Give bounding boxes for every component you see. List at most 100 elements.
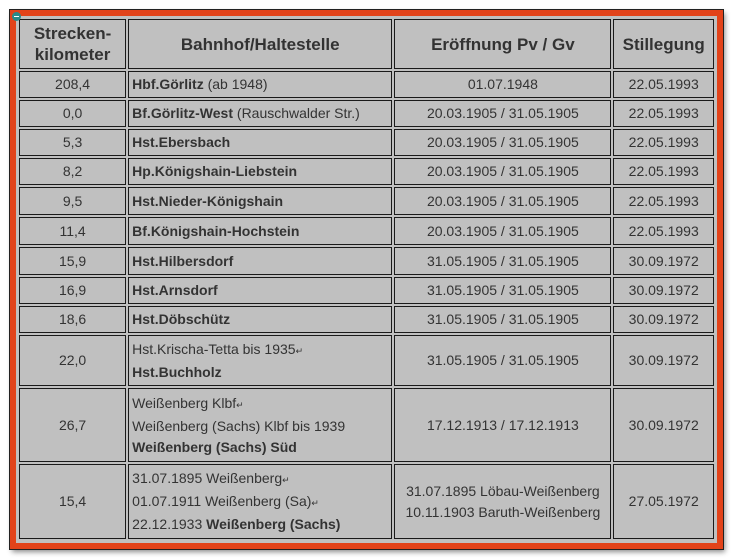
table-row: 9,5 Hst.Nieder-Königshain 20.03.1905 / 31.… [19,187,714,215]
opening-date: 01.07.1948 [467,76,538,92]
station-name: Bf.Görlitz-West [132,105,234,121]
station-name: Hst.Nieder-Königshain [132,192,284,209]
table-row: 208,4 Hbf.Görlitz (ab 1948) 01.07.1948 22.0… [19,71,714,98]
station-cell: Hp.Königshain-Liebstein [128,158,393,185]
table-row: 11,4 Bf.Königshain-Hochstein 20.03.1905 / … [19,217,714,245]
table-move-handle[interactable] [12,12,21,21]
header-text: Eröffnung Pv / Gv [431,34,575,54]
paragraph-mark-icon: ↵ [236,399,244,410]
station-cell: Hst.Arnsdorf [128,277,393,304]
station-cell: 31.07.1895 Weißenberg↵ 01.07.1911 Weißenb… [128,464,393,539]
opening-date: 17.12.1913 / 17.12.1913 [426,416,579,433]
km-cell: 11,4 [19,217,127,245]
station-name: Hbf.Görlitz [132,76,204,92]
header-station: Bahnhof/Haltestelle [128,19,393,69]
km-cell: 9,5 [19,187,127,215]
km-cell: 15,4 [19,464,127,539]
km-cell: 8,2 [19,158,127,185]
table-row: 22,0 Hst.Krischa-Tetta bis 1935↵ Hst.Buchh… [19,335,714,386]
station-cell: Hst.Ebersbach [128,129,393,156]
closing-cell: 22.05.1993 [613,217,714,245]
station-cell: Hst.Hilbersdorf [128,247,393,275]
station-name: Hst.Hilbersdorf [132,252,234,269]
opening-cell: 20.03.1905 / 31.05.1905 [394,100,612,127]
station-name: Weißenberg (Sachs) Süd [132,438,297,455]
station-name: Hp.Königshain-Liebstein [132,163,298,179]
closing-cell: 27.05.1972 [613,464,714,539]
opening-cell: 20.03.1905 / 31.05.1905 [394,158,612,185]
opening-date: 20.03.1905 / 31.05.1905 [426,105,579,121]
header-text: Bahnhof/Haltestelle [180,34,340,54]
station-cell: Weißenberg Klbf↵ Weißenberg (Sachs) Klbf … [128,388,393,462]
station-cell: Hst.Krischa-Tetta bis 1935↵ Hst.Buchholz [128,335,393,386]
km-cell: 26,7 [19,388,127,462]
opening-date: 31.05.1905 / 31.05.1905 [426,311,579,327]
table-row: 0,0 Bf.Görlitz-West (Rauschwalder Str.) 20… [19,100,714,127]
station-note: 31.07.1895 Weißenberg [132,470,283,486]
station-name: Hst.Döbschütz [132,311,231,327]
opening-date: 31.05.1905 / 31.05.1905 [426,252,579,269]
header-opening: Eröffnung Pv / Gv [394,19,612,69]
closing-cell: 30.09.1972 [613,306,714,333]
opening-cell: 31.07.1895 Löbau-Weißenberg 10.11.1903 Ba… [394,464,612,539]
opening-cell: 20.03.1905 / 31.05.1905 [394,129,612,156]
km-cell: 0,0 [19,100,127,127]
header-row: Strecken-kilometer Bahnhof/Haltestelle Erö… [19,19,714,69]
header-closing: Stillegung [613,19,714,69]
station-note: (Rauschwalder Str.) [233,105,360,121]
paragraph-mark-icon: ↵ [282,475,290,485]
km-cell: 22,0 [19,335,127,386]
closing-cell: 30.09.1972 [613,388,714,462]
station-note: Hst.Krischa-Tetta bis 1935 [132,340,296,357]
closing-cell: 30.09.1972 [613,277,714,304]
paragraph-mark-icon: ↵ [295,345,304,356]
station-cell: Hst.Döbschütz [128,306,393,333]
station-note: (ab 1948) [203,76,268,92]
station-cell: Bf.Görlitz-West (Rauschwalder Str.) [128,100,393,127]
opening-date: 10.11.1903 Baruth-Weißenberg [405,503,601,520]
closing-cell: 22.05.1993 [613,129,714,156]
km-cell: 18,6 [19,306,127,333]
table-row: 26,7 Weißenberg Klbf↵ Weißenberg (Sachs) K… [19,388,714,462]
opening-date: 31.07.1895 Löbau-Weißenberg [406,482,600,499]
station-note: 01.07.1911 Weißenberg (Sa) [132,493,312,509]
opening-date: 31.05.1905 / 31.05.1905 [426,352,579,368]
closing-cell: 30.09.1972 [613,247,714,275]
station-name: Hst.Arnsdorf [132,282,218,298]
station-cell: Hst.Nieder-Königshain [128,187,393,215]
opening-date: 20.03.1905 / 31.05.1905 [426,163,579,179]
opening-cell: 31.05.1905 / 31.05.1905 [394,277,612,304]
station-name: Hst.Ebersbach [132,134,231,150]
closing-cell: 22.05.1993 [613,71,714,98]
station-name: Hst.Buchholz [132,363,222,380]
km-cell: 16,9 [19,277,127,304]
header-text: Strecken- [33,24,112,43]
opening-cell: 01.07.1948 [394,71,612,98]
closing-cell: 30.09.1972 [613,335,714,386]
header-km: Strecken-kilometer [19,19,127,69]
table-row: 5,3 Hst.Ebersbach 20.03.1905 / 31.05.1905 2… [19,129,714,156]
station-name: Bf.Königshain-Hochstein [132,222,300,239]
header-text: kilometer [34,45,111,64]
opening-cell: 31.05.1905 / 31.05.1905 [394,335,612,386]
table-row: 15,9 Hst.Hilbersdorf 31.05.1905 / 31.05.19… [19,247,714,275]
opening-cell: 20.03.1905 / 31.05.1905 [394,217,612,245]
station-table: Strecken-kilometer Bahnhof/Haltestelle Erö… [17,17,716,541]
opening-cell: 31.05.1905 / 31.05.1905 [394,247,612,275]
table-frame: Strecken-kilometer Bahnhof/Haltestelle Erö… [9,9,724,550]
km-cell: 5,3 [19,129,127,156]
opening-date: 31.05.1905 / 31.05.1905 [426,282,579,298]
table-row: 8,2 Hp.Königshain-Liebstein 20.03.1905 / 3… [19,158,714,185]
km-cell: 208,4 [19,71,127,98]
closing-cell: 22.05.1993 [613,158,714,185]
station-cell: Hbf.Görlitz (ab 1948) [128,71,393,98]
table-row: 16,9 Hst.Arnsdorf 31.05.1905 / 31.05.1905 3… [19,277,714,304]
table-row: 15,4 31.07.1895 Weißenberg↵ 01.07.1911 Wei… [19,464,714,539]
station-name: Weißenberg (Sachs) [206,516,341,532]
station-note: Weißenberg (Sachs) Klbf bis 1939 [132,417,346,434]
station-note: 22.12.1933 [132,516,207,532]
opening-date: 20.03.1905 / 31.05.1905 [426,134,579,150]
station-cell: Bf.Königshain-Hochstein [128,217,393,245]
station-note: Weißenberg Klbf [132,394,237,411]
opening-cell: 20.03.1905 / 31.05.1905 [394,187,612,215]
